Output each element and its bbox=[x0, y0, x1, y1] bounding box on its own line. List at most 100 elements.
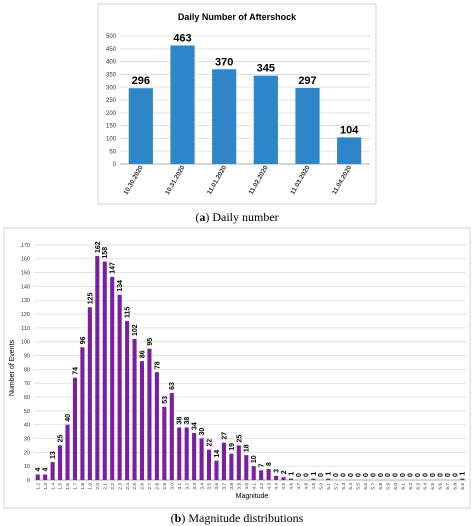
chart-a-data-label: 104 bbox=[340, 124, 359, 136]
chart-b-xtick-label: 5.2 bbox=[333, 483, 339, 490]
chart-b-data-label: 27 bbox=[221, 432, 228, 440]
chart-b-data-label: 4 bbox=[43, 467, 50, 471]
chart-b-xtick-label: 2.3 bbox=[117, 483, 123, 490]
chart-b-bar bbox=[266, 468, 271, 480]
chart-a-data-label: 297 bbox=[298, 75, 316, 87]
chart-a-data-label: 296 bbox=[132, 75, 150, 87]
chart-a-data-label: 463 bbox=[173, 32, 191, 44]
chart-a-ytick-label: 0 bbox=[113, 162, 117, 168]
chart-b-xtick-label: 3.7 bbox=[222, 483, 228, 490]
chart-b-data-label: 0 bbox=[445, 473, 452, 477]
chart-b-ytick-label: 30 bbox=[24, 436, 30, 442]
chart-a-bar bbox=[128, 88, 153, 164]
chart-a-ytick-label: 300 bbox=[106, 85, 117, 91]
chart-b-xtick-label: 3.9 bbox=[237, 483, 243, 490]
chart-b-xtick-label: 5.9 bbox=[385, 483, 391, 490]
chart-b-xtick-label: 2.4 bbox=[125, 483, 131, 490]
chart-a-bar bbox=[295, 87, 320, 164]
chart-b-xtick-label: 6.2 bbox=[408, 483, 414, 490]
chart-a-ytick-label: 350 bbox=[106, 73, 117, 79]
chart-b-bar bbox=[169, 392, 174, 480]
chart-b-ylabel: Number of Events bbox=[9, 339, 16, 396]
chart-b-bar bbox=[177, 427, 182, 480]
chart-b-xtick-label: 6.0 bbox=[393, 483, 399, 490]
chart-b-data-label: 0 bbox=[296, 473, 303, 477]
chart-b-xtick-label: 5.5 bbox=[356, 483, 362, 490]
chart-b-data-label: 30 bbox=[199, 428, 206, 436]
chart-b-bar bbox=[281, 477, 286, 480]
chart-a-bar bbox=[212, 69, 237, 164]
chart-b-ytick-label: 130 bbox=[21, 298, 30, 304]
chart-b-data-label: 63 bbox=[169, 382, 176, 390]
chart-b-xtick-label: 4.0 bbox=[244, 483, 250, 490]
caption-b-text: ) Magnitude distributions bbox=[181, 511, 304, 525]
chart-b-data-label: 0 bbox=[341, 473, 348, 477]
chart-b-data-label: 25 bbox=[58, 435, 65, 443]
caption-a: (a) Daily number bbox=[0, 210, 474, 225]
chart-b-data-label: 19 bbox=[229, 443, 236, 451]
chart-b-xtick-label: 1.3 bbox=[43, 483, 49, 490]
chart-b-bar bbox=[229, 453, 234, 480]
caption-b-open: ( bbox=[170, 511, 175, 525]
chart-b-bar bbox=[132, 339, 137, 480]
chart-b-bar bbox=[206, 449, 212, 480]
chart-b-bar bbox=[214, 460, 219, 480]
chart-b-ytick-label: 160 bbox=[21, 257, 30, 263]
caption-a-text: ) Daily number bbox=[205, 210, 279, 224]
chart-b-bar bbox=[259, 470, 264, 480]
chart-b-data-label: 0 bbox=[385, 473, 392, 477]
chart-b-bar bbox=[95, 256, 100, 480]
chart-b-bar bbox=[80, 347, 85, 480]
chart-b-data-label: 0 bbox=[363, 473, 370, 477]
caption-b-letter: b bbox=[174, 511, 182, 525]
chart-b-data-label: 2 bbox=[281, 470, 288, 474]
chart-b-bar bbox=[43, 474, 48, 480]
chart-b-bar bbox=[162, 406, 167, 480]
chart-a-bar bbox=[170, 45, 195, 164]
chart-b-xtick-label: 2.8 bbox=[155, 483, 161, 490]
chart-b-bar bbox=[326, 478, 331, 480]
chart-b-data-label: 0 bbox=[303, 473, 310, 477]
chart-b-data-label: 8 bbox=[266, 462, 273, 466]
chart-a-data-label: 345 bbox=[257, 63, 275, 75]
chart-b-xtick-label: 1.9 bbox=[88, 483, 94, 490]
chart-a-ytick-label: 100 bbox=[106, 137, 117, 143]
chart-b-xtick-label: 2.7 bbox=[147, 483, 153, 490]
chart-b-xtick-label: 5.7 bbox=[371, 483, 377, 490]
chart-b-ytick-label: 0 bbox=[27, 478, 30, 484]
chart-b-data-label: 125 bbox=[87, 292, 94, 304]
chart-a-ytick-label: 500 bbox=[106, 34, 117, 40]
chart-b-bar bbox=[139, 361, 145, 480]
chart-b-data-label: 3 bbox=[274, 469, 281, 473]
chart-b-bar bbox=[58, 445, 63, 480]
chart-b-data-label: 0 bbox=[393, 473, 400, 477]
chart-b-xtick-label: 3.1 bbox=[177, 483, 183, 490]
chart-b-xtick-label: 5.1 bbox=[326, 483, 332, 490]
chart-b-xtick-label: 4.7 bbox=[296, 483, 302, 490]
chart-a-ytick-label: 400 bbox=[106, 60, 117, 66]
chart-b-data-label: 78 bbox=[154, 361, 161, 369]
chart-b-data-label: 25 bbox=[236, 435, 243, 443]
chart-b-ytick-label: 120 bbox=[21, 312, 30, 318]
chart-b-xtick-label: 3.4 bbox=[199, 483, 205, 490]
chart-b-xtick-label: 5.4 bbox=[348, 483, 354, 490]
chart-b-xtick-label: 3.2 bbox=[184, 483, 190, 490]
chart-b-xtick-label: 4.9 bbox=[311, 483, 317, 490]
chart-b-xtick-label: 1.4 bbox=[50, 483, 56, 490]
chart-b-bar bbox=[147, 348, 152, 480]
chart-b-bar bbox=[236, 445, 241, 480]
chart-b-ytick-label: 40 bbox=[24, 423, 30, 429]
chart-b-xtick-label: 3.3 bbox=[192, 483, 198, 490]
chart-b-data-label: 1 bbox=[326, 472, 333, 476]
chart-b-data-label: 0 bbox=[378, 473, 385, 477]
chart-a-ytick-label: 150 bbox=[106, 124, 117, 130]
chart-b-xtick-label: 6.6 bbox=[438, 483, 444, 490]
chart-a-ytick-label: 50 bbox=[109, 149, 116, 155]
chart-b-bar bbox=[251, 466, 256, 480]
chart-b-data-label: 0 bbox=[422, 473, 429, 477]
chart-b-bar bbox=[102, 261, 107, 480]
chart-b-xtick-label: 4.4 bbox=[274, 483, 280, 490]
chart-b-ytick-label: 60 bbox=[24, 395, 30, 401]
chart-b-xtick-label: 3.5 bbox=[207, 483, 213, 490]
chart-a-ytick-label: 200 bbox=[106, 111, 117, 117]
